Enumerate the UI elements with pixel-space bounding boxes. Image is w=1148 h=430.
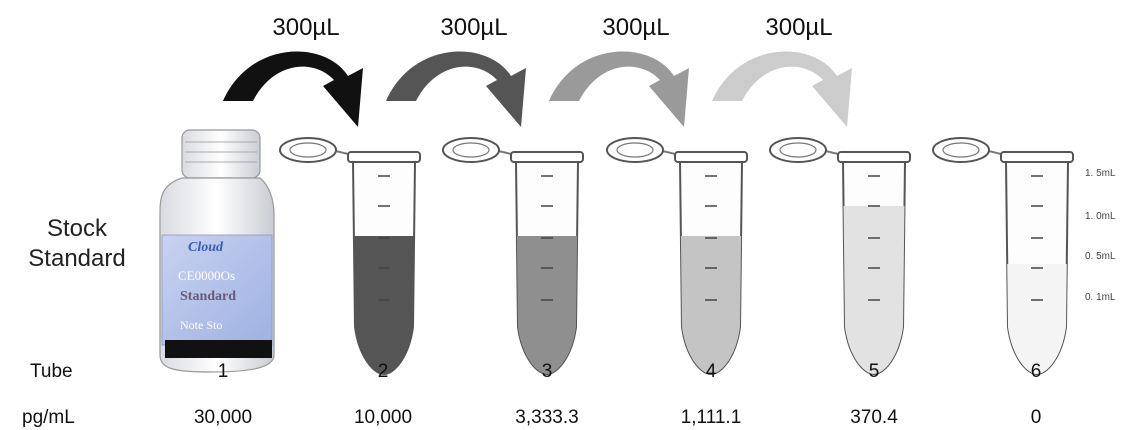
tube-5: [769, 137, 911, 376]
concentration-2: 10,000: [353, 407, 413, 428]
scale-label-1-5ml: 1. 5mL: [1085, 168, 1116, 179]
tube-4: [606, 137, 748, 376]
vial-label-brand: Cloud: [188, 240, 224, 255]
tube-liquid: [843, 206, 905, 374]
tube-number-3: 3: [541, 361, 553, 382]
tube-number-6: 6: [1030, 361, 1042, 382]
tube-number-1: 1: [217, 361, 229, 382]
tube-rim: [1000, 151, 1074, 163]
tube-cap: [932, 137, 990, 163]
tube-number-4: 4: [705, 361, 717, 382]
tube-2: [279, 137, 421, 376]
tube-rim: [510, 151, 584, 163]
stock-label-line2: Standard: [28, 245, 126, 272]
stock-label-line1: Stock: [46, 215, 108, 242]
vial-label-code: CE0000Os: [178, 268, 236, 283]
stock-standard-label: Stock Standard: [12, 214, 142, 274]
concentration-6: 0: [1030, 407, 1042, 428]
scale-label-1-0ml: 1. 0mL: [1085, 211, 1116, 222]
tube-6: [932, 137, 1074, 376]
tube-rim: [674, 151, 748, 163]
tube-cap: [442, 137, 500, 163]
transfer-arrow-1: [223, 51, 363, 127]
stock-vial: [159, 129, 275, 373]
tube-cap-inner: [616, 142, 654, 158]
transfer-arrow-2: [386, 51, 526, 127]
tube-liquid: [680, 236, 742, 374]
tube-number-5: 5: [868, 361, 880, 382]
tube-rim: [837, 151, 911, 163]
scale-label-0-1ml: 0. 1mL: [1085, 292, 1116, 303]
concentration-3: 3,333.3: [515, 407, 579, 428]
transfer-volume-2: 300µL: [440, 14, 508, 41]
transfer-volume-1: 300µL: [272, 14, 340, 41]
concentration-1: 30,000: [193, 407, 253, 428]
transfer-volume-4: 300µL: [765, 14, 833, 41]
tube-3: [442, 137, 584, 376]
tube-liquid: [516, 236, 578, 374]
concentration-4: 1,111.1: [680, 407, 742, 428]
scale-label-0-5ml: 0. 5mL: [1085, 251, 1116, 262]
tubes: [279, 137, 1074, 376]
tube-cap: [606, 137, 664, 163]
tube-cap-inner: [289, 142, 327, 158]
concentration-5: 370.4: [850, 407, 898, 428]
tube-cap-inner: [942, 142, 980, 158]
transfer-arrow-3: [549, 51, 689, 127]
transfer-volume-3: 300µL: [602, 14, 670, 41]
transfer-arrow-4: [712, 51, 852, 127]
tube-number-2: 2: [377, 361, 389, 382]
conc-row-header: pg/mL: [22, 407, 75, 428]
tube-cap: [279, 137, 337, 163]
tube-rim: [347, 151, 421, 163]
tube-cap: [769, 137, 827, 163]
tube-cap-inner: [779, 142, 817, 158]
tube-row-header: Tube: [30, 361, 73, 382]
vial-label-name: Standard: [180, 289, 237, 304]
transfer-arrows: [223, 51, 852, 127]
tube-liquid: [353, 236, 415, 374]
vial-label-note: Note Sto: [180, 318, 223, 332]
tube-cap-inner: [452, 142, 490, 158]
